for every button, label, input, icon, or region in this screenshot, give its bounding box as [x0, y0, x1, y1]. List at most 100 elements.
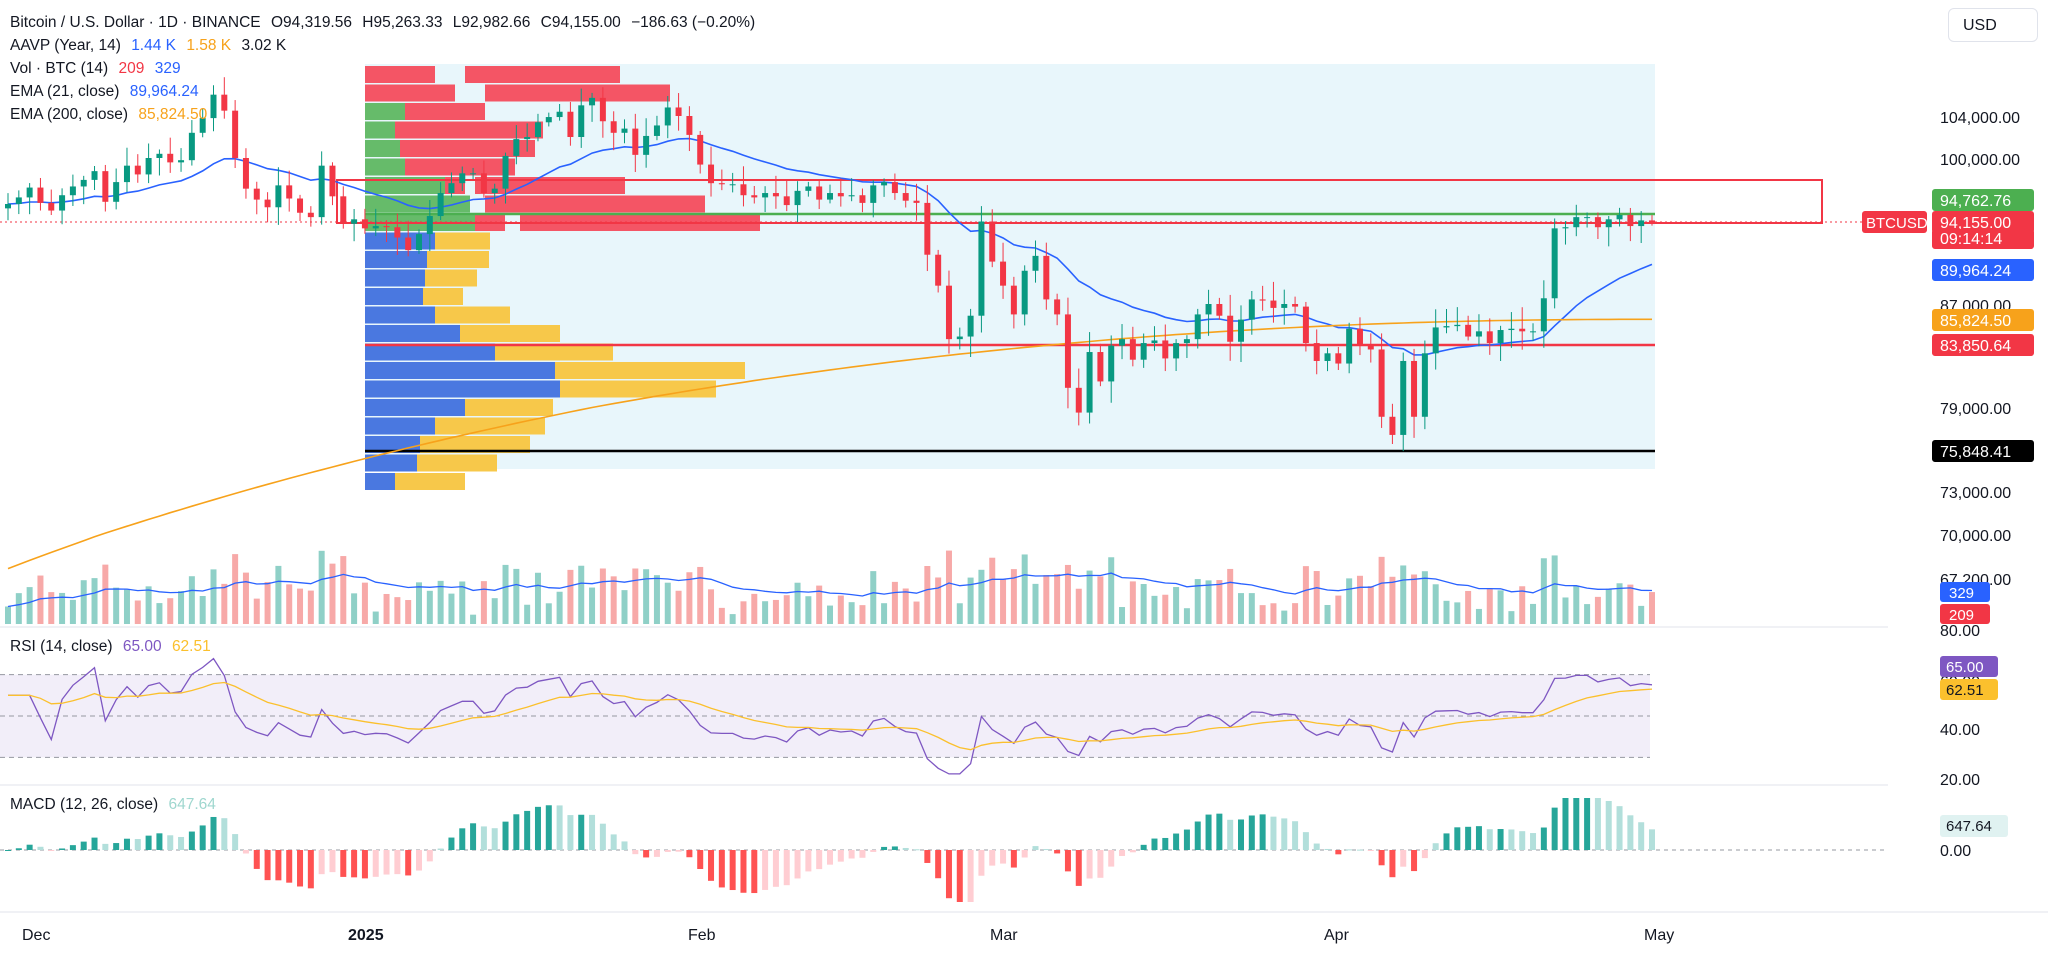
macd-histogram-bar — [1389, 850, 1396, 878]
volume-bar — [361, 582, 368, 624]
macd-histogram-bar — [935, 850, 942, 879]
macd-histogram-bar — [967, 850, 974, 902]
ema200-line — [7, 318, 1652, 570]
volume-bar — [859, 605, 866, 624]
volume-bar — [1248, 593, 1255, 624]
macd-histogram-bar — [1183, 829, 1190, 850]
candle — [134, 165, 141, 175]
price-label-support — [1932, 334, 2034, 356]
currency-button[interactable]: USD — [1948, 8, 2038, 42]
candle — [1594, 217, 1601, 228]
macd-histogram-bar — [783, 850, 790, 886]
macd-histogram-bar — [1638, 822, 1645, 850]
rsi-legend[interactable]: RSI (14, close) 65.00 62.51 — [10, 636, 217, 658]
ema200-legend[interactable]: EMA (200, close) 85,824.50 — [10, 104, 213, 126]
candle — [653, 125, 660, 136]
rsi-axis-tick: 20.00 — [1940, 772, 1980, 789]
volume-legend[interactable]: Vol · BTC (14) 209 329 — [10, 58, 187, 80]
candle — [1573, 217, 1580, 228]
symbol-title[interactable]: Bitcoin / U.S. Dollar · 1D · BINANCE — [10, 14, 261, 31]
macd-histogram-bar — [1465, 826, 1472, 850]
macd-histogram-bar — [653, 850, 660, 857]
candle — [1108, 345, 1115, 382]
macd-histogram-bar — [1302, 832, 1309, 850]
candle — [1227, 315, 1234, 342]
volume-bar — [870, 571, 877, 624]
macd-histogram-bar — [924, 850, 931, 863]
candle — [1530, 331, 1537, 333]
candle — [1216, 304, 1223, 316]
candle — [1173, 343, 1180, 359]
volume-bar — [589, 587, 596, 624]
volume-bar — [426, 590, 433, 624]
price-axis-tick: 104,000.00 — [1940, 110, 2020, 127]
price-label-ema21 — [1932, 259, 2034, 281]
macd-histogram-bar — [48, 850, 55, 851]
volume-profile-bar — [435, 417, 545, 435]
volume-ma-label — [1940, 582, 1990, 602]
time-axis-tick: Apr — [1324, 927, 1350, 944]
macd-histogram-bar — [1421, 850, 1428, 859]
ema21-legend[interactable]: EMA (21, close) 89,964.24 — [10, 81, 205, 103]
macd-histogram-bar — [253, 850, 260, 869]
volume-bar — [59, 592, 66, 624]
volume-label: Vol · BTC (14) — [10, 60, 109, 77]
volume-bar — [1021, 554, 1028, 624]
time-axis-tick: Feb — [688, 927, 716, 944]
candle — [491, 188, 498, 194]
macd-legend[interactable]: MACD (12, 26, close) 647.64 — [10, 794, 222, 816]
candle — [1313, 343, 1320, 361]
candle — [545, 117, 552, 123]
candle — [902, 193, 909, 201]
volume-profile-bar — [435, 306, 510, 324]
macd-histogram-bar — [599, 823, 606, 850]
ema21-value: 89,964.24 — [129, 83, 199, 100]
volume-bar — [275, 565, 282, 624]
volume-bar — [470, 614, 477, 624]
volume-bar — [1335, 595, 1342, 624]
candle — [1497, 330, 1504, 344]
volume-bar — [437, 580, 444, 624]
candle — [1346, 328, 1353, 364]
candle — [729, 184, 736, 186]
macd-histogram-bar — [1227, 819, 1234, 850]
candle — [837, 193, 844, 197]
candle — [1021, 270, 1028, 315]
macd-histogram-bar — [1216, 813, 1223, 850]
candle — [1605, 219, 1612, 228]
volume-bar — [610, 576, 617, 624]
candle — [1292, 304, 1299, 307]
candle — [470, 173, 477, 175]
volume-bar — [1129, 581, 1136, 624]
volume-profile-bar — [365, 195, 470, 213]
macd-histogram-bar — [1205, 814, 1212, 850]
macd-histogram-bar — [610, 834, 617, 850]
volume-bar — [1389, 576, 1396, 624]
macd-histogram-bar — [318, 850, 325, 875]
aavp-legend[interactable]: AAVP (Year, 14) 1.44 K 1.58 K 3.02 K — [10, 35, 292, 57]
macd-histogram-bar — [978, 850, 985, 876]
volume-bar — [783, 595, 790, 624]
candle — [405, 237, 412, 251]
rsi-value: 65.00 — [122, 638, 162, 655]
volume-bar — [578, 565, 585, 624]
macd-histogram-bar — [275, 850, 282, 881]
volume-bar — [1313, 571, 1320, 624]
macd-value: 647.64 — [168, 796, 216, 813]
volume-bar — [15, 593, 22, 624]
candle — [1183, 339, 1190, 344]
candle — [924, 202, 931, 255]
volume-bar — [794, 582, 801, 624]
volume-profile-bar — [465, 66, 620, 83]
macd-histogram-bar — [1151, 838, 1158, 850]
volume-bar — [1432, 584, 1439, 624]
candle — [1454, 324, 1461, 327]
volume-bar — [1454, 602, 1461, 624]
volume-bar — [1086, 570, 1093, 624]
volume-bar — [772, 599, 779, 624]
macd-histogram-bar — [1616, 806, 1623, 850]
candle — [534, 122, 541, 137]
volume-bar — [318, 550, 325, 624]
candle — [1129, 339, 1136, 360]
